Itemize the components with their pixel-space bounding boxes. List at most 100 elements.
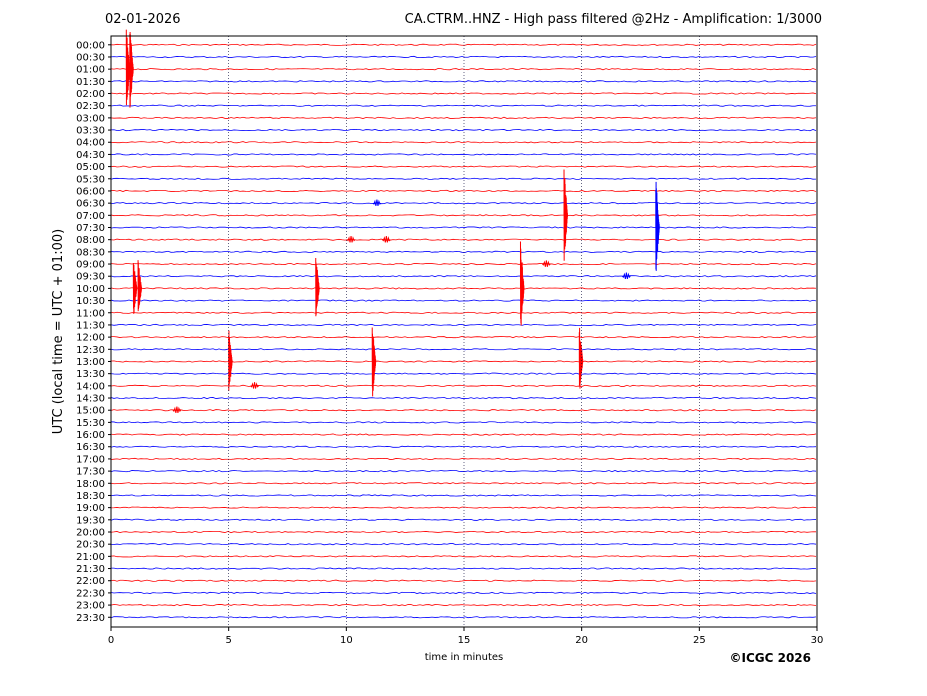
trace-1330	[110, 372, 817, 375]
event-trace	[563, 169, 569, 261]
trace-1700	[110, 457, 817, 460]
noise-burst	[542, 260, 551, 267]
trace-0500	[110, 165, 817, 168]
event-trace	[655, 181, 660, 271]
y-tick-label: 06:30	[76, 199, 105, 210]
y-tick-label: 20:30	[76, 540, 105, 551]
traces-group	[110, 29, 817, 619]
y-tick-label: 23:30	[76, 613, 105, 624]
trace-1130	[110, 323, 817, 326]
y-tick-label: 00:30	[76, 52, 105, 63]
y-tick-label: 08:30	[76, 247, 105, 258]
trace-1200	[110, 336, 817, 339]
grid-group	[228, 36, 700, 627]
trace-0800	[110, 238, 817, 241]
trace-1630	[110, 445, 817, 448]
trace-2100	[110, 555, 817, 558]
copyright-label: ©ICGC 2026	[729, 651, 811, 665]
trace-1300	[110, 360, 817, 363]
trace-0200	[110, 92, 817, 95]
trace-1800	[110, 482, 817, 485]
y-tick-label: 01:30	[76, 77, 105, 88]
y-tick-label: 21:30	[76, 564, 105, 575]
y-tick-label: 09:30	[76, 272, 105, 283]
x-tick-label: 25	[693, 635, 706, 646]
y-tick-label: 18:30	[76, 491, 105, 502]
y-tick-label: 12:30	[76, 345, 105, 356]
y-tick-label: 04:00	[76, 138, 105, 149]
y-tick-label: 16:00	[76, 430, 105, 441]
trace-2000	[110, 530, 817, 534]
trace-2130	[110, 567, 817, 570]
y-tick-label: 05:00	[76, 162, 105, 173]
y-tick-label: 22:30	[76, 588, 105, 599]
trace-0430	[110, 153, 817, 156]
y-tick-label: 03:00	[76, 113, 105, 124]
trace-1600	[110, 433, 817, 436]
y-tick-label: 00:00	[76, 40, 105, 51]
y-tick-label: 21:00	[76, 552, 105, 563]
y-tick-label: 20:00	[76, 528, 105, 539]
trace-0600	[110, 189, 817, 193]
trace-1500	[110, 409, 817, 412]
y-tick-label: 12:00	[76, 333, 105, 344]
y-tick-label: 19:00	[76, 503, 105, 514]
trace-1930	[110, 518, 817, 521]
trace-0130	[110, 80, 816, 83]
trace-1900	[110, 506, 817, 509]
trace-0700	[110, 214, 817, 217]
y-tick-label: 14:00	[76, 381, 105, 392]
trace-1430	[110, 396, 817, 400]
y-tick-label: 15:30	[76, 418, 105, 429]
y-tick-label: 03:30	[76, 126, 105, 137]
date-label: 02-01-2026	[105, 12, 181, 27]
trace-1400	[110, 384, 817, 387]
y-tick-label: 15:00	[76, 406, 105, 417]
x-tick-label: 30	[811, 635, 824, 646]
y-tick-label: 01:00	[76, 65, 105, 76]
trace-2200	[110, 579, 817, 582]
y-tick-label: 02:30	[76, 101, 105, 112]
trace-0030	[110, 55, 817, 59]
trace-2300	[110, 604, 817, 607]
trace-0830	[110, 250, 817, 253]
event-trace	[137, 260, 143, 312]
trace-2330	[110, 616, 817, 619]
event-trace	[228, 330, 233, 391]
y-tick-label: 23:00	[76, 601, 105, 612]
y-tick-label: 10:00	[76, 284, 105, 295]
y-tick-label: 08:00	[76, 235, 105, 246]
noise-burst	[622, 272, 631, 280]
trace-0000	[110, 43, 817, 46]
y-tick-label: 10:30	[76, 296, 105, 307]
event-trace	[315, 258, 320, 317]
trace-0100	[110, 68, 817, 71]
trace-1730	[110, 470, 817, 473]
x-tick-label: 15	[458, 635, 471, 646]
y-tick-label: 09:00	[76, 260, 105, 271]
y-tick-label: 11:00	[76, 308, 105, 319]
x-ticks-group: 0 5 10 15 20 25 30	[108, 627, 824, 646]
trace-1100	[110, 311, 817, 314]
event-trace	[125, 29, 131, 106]
y-tick-label: 17:30	[76, 467, 105, 478]
y-tick-label: 07:00	[76, 211, 105, 222]
y-tick-label: 11:30	[76, 320, 105, 331]
y-tick-label: 04:30	[76, 150, 105, 161]
y-tick-label: 18:00	[76, 479, 105, 490]
y-tick-label: 22:00	[76, 576, 105, 587]
trace-1230	[110, 348, 817, 351]
x-tick-label: 10	[340, 635, 353, 646]
event-trace	[519, 241, 525, 326]
trace-0630	[110, 202, 817, 205]
plot-frame	[110, 35, 818, 628]
y-tick-label: 17:00	[76, 454, 105, 465]
event-trace	[129, 31, 134, 108]
trace-0530	[110, 177, 817, 180]
y-tick-label: 16:30	[76, 442, 105, 453]
y-tick-label: 06:00	[76, 186, 105, 197]
trace-1530	[110, 421, 817, 424]
noise-burst	[250, 382, 259, 389]
